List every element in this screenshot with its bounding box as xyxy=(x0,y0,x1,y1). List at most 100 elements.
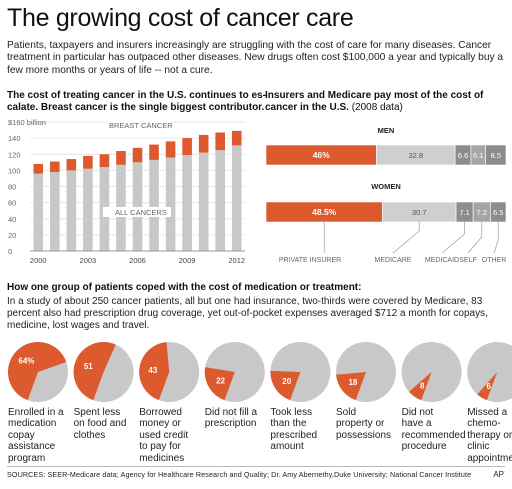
y-tick-label: 0 xyxy=(8,247,12,256)
pie-section-text: In a study of about 250 cancer patients,… xyxy=(7,296,488,332)
legend-connector xyxy=(493,222,499,254)
pie-label-line: money or xyxy=(139,418,181,430)
y-tick-label: 100 xyxy=(8,166,21,175)
bar-all-cancers xyxy=(182,155,192,251)
x-tick-label: 2003 xyxy=(80,256,97,265)
pie-slice xyxy=(139,342,170,401)
legend-connector xyxy=(392,222,420,254)
y-tick-label: 80 xyxy=(8,183,16,192)
pie-label-2: Spent less on food and clothes xyxy=(74,407,140,441)
legend-connector xyxy=(441,222,465,254)
bar-breast-cancer xyxy=(149,144,159,160)
pie-7: 8 xyxy=(401,342,462,402)
pie-label-6: Sold property or possessions xyxy=(336,407,402,441)
pie-label-line: therapy or xyxy=(467,429,512,441)
pie-8: 6 xyxy=(467,342,512,402)
bar-breast-cancer xyxy=(33,163,44,174)
bar-breast-cancer xyxy=(215,132,225,151)
bar-chart-heading-line2: calate. Breast cancer is the single bigg… xyxy=(7,102,265,113)
bar-all-cancers xyxy=(165,157,176,251)
pie-label-line: possessions xyxy=(336,429,392,441)
bar-breast-cancer xyxy=(198,134,209,153)
pie-1: 64% xyxy=(7,342,68,402)
category-label: MEN xyxy=(378,126,395,135)
legend-connector xyxy=(467,222,483,254)
bar-chart-heading: The cost of treating cancer in the U.S. … xyxy=(7,90,266,114)
breast-cancer-label: BREAST CANCER xyxy=(107,120,173,130)
x-tick-label: 2000 xyxy=(30,256,47,265)
legend-label: MEDICARE xyxy=(375,257,412,264)
legend-label: SELF xyxy=(459,257,477,264)
pie-label-7: Did not have a recommended procedure xyxy=(402,407,468,453)
bar-chart-heading-line1: The cost of treating cancer in the U.S. … xyxy=(7,90,266,101)
legend-label: PRIVATE INSURER xyxy=(279,257,341,264)
pie-label-line: amount xyxy=(270,441,304,453)
insurer-chart-heading-line1: Insurers and Medicare pay most of the co… xyxy=(265,90,484,101)
pie-4: 22 xyxy=(204,342,265,402)
category-label: WOMEN xyxy=(371,182,401,191)
segment-value-label: 8.5 xyxy=(491,151,501,160)
pie-label-line: Enrolled in a xyxy=(8,407,64,418)
pie-slice xyxy=(409,372,432,401)
y-tick-label: 60 xyxy=(8,199,16,208)
footer-rule xyxy=(7,466,505,467)
pie-label-line: have a xyxy=(401,418,432,430)
pie-label-line: recommended xyxy=(401,429,466,441)
pie-label-line: on food and xyxy=(73,418,127,430)
pie-label-line: used credit xyxy=(139,429,189,441)
pie-6: 18 xyxy=(336,342,396,402)
pie-value-label: 64% xyxy=(18,356,34,365)
pie-label-line: Did not xyxy=(401,407,434,418)
bar-breast-cancer xyxy=(231,130,242,146)
y-tick-label: 140 xyxy=(8,134,21,143)
x-tick-label: 2006 xyxy=(129,256,146,265)
bar-breast-cancer xyxy=(50,161,60,172)
bar-all-cancers xyxy=(83,168,93,251)
insurer-chart-heading-line2: cancer in the U.S. (2008 data) xyxy=(265,102,483,114)
pie-slice xyxy=(204,367,235,401)
pie-label-line: prescription xyxy=(204,418,257,430)
segment-value-label: 6.1 xyxy=(473,151,483,160)
bar-all-cancers xyxy=(149,159,159,251)
pie-label-line: program xyxy=(8,452,46,464)
pie-label-line: clothes xyxy=(73,429,106,441)
legend-label: MEDICAID xyxy=(425,257,459,264)
pie-slice xyxy=(270,370,301,401)
footer-credit: AP xyxy=(493,470,504,479)
pie-value-label: 6 xyxy=(487,382,492,391)
series-label-all-cancers: ALL CANCERS xyxy=(115,208,167,217)
bar-all-cancers xyxy=(231,145,242,251)
pie-label-line: Missed a xyxy=(467,407,508,418)
bar-breast-cancer xyxy=(83,155,93,169)
pie-3: 43 xyxy=(139,342,200,402)
pie-label-line: property or xyxy=(336,418,385,430)
bar-breast-cancer xyxy=(182,138,192,156)
bar-breast-cancer xyxy=(132,147,143,163)
pie-label-line: prescribed xyxy=(270,429,318,441)
pie-label-line: medication xyxy=(8,418,57,430)
pie-label-1: Enrolled in a medication copay assistance pr… xyxy=(8,407,74,464)
pie-label-5: Took less than the prescribed amount xyxy=(270,407,336,453)
bar-all-cancers xyxy=(66,170,77,251)
pie-label-line: Spent less xyxy=(73,407,121,418)
bar-breast-cancer xyxy=(66,159,77,171)
bar-breast-cancer xyxy=(165,141,176,158)
segment-value-label: 7.1 xyxy=(459,208,469,217)
x-tick-label: 2009 xyxy=(179,256,196,265)
segment-value-label: 7.2 xyxy=(477,208,487,217)
segment-value-label: 6.5 xyxy=(493,208,503,217)
x-tick-label: 2012 xyxy=(228,256,245,265)
pie-section-heading: How one group of patients coped with the… xyxy=(7,282,362,293)
y-tick-label: 40 xyxy=(8,215,16,224)
intro-text: Patients, taxpayers and insurers increas… xyxy=(7,40,504,76)
pie-value-label: 8 xyxy=(420,382,425,391)
pie-label-line: than the xyxy=(270,418,307,430)
pie-label-line: assistance xyxy=(8,441,56,453)
all-cancers-label: ALL CANCERS xyxy=(103,207,171,217)
y-tick-label: $160 billion xyxy=(8,118,46,127)
y-tick-label: 20 xyxy=(8,231,16,240)
